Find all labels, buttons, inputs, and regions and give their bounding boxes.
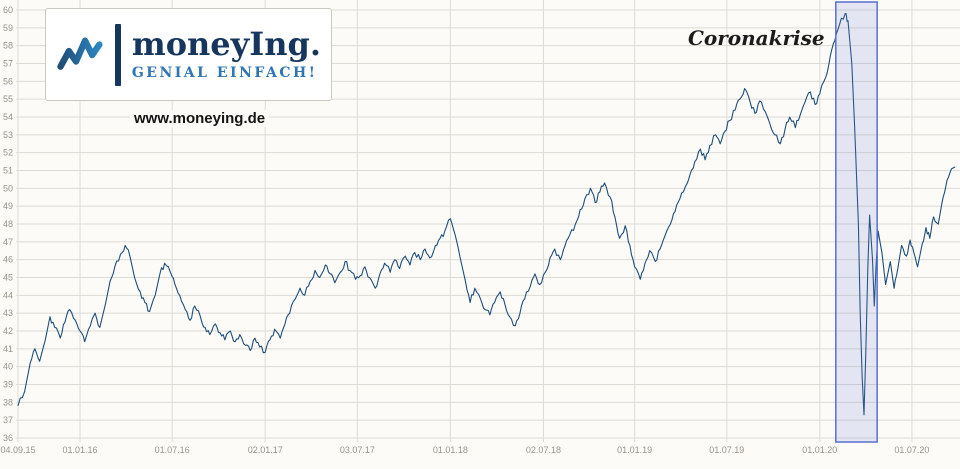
y-axis-tick-label: 55	[3, 94, 13, 104]
price-line	[17, 13, 956, 416]
x-axis-tick-label: 01.07.16	[155, 445, 190, 455]
x-axis-tick-label: 01.01.19	[617, 445, 652, 455]
y-axis-tick-label: 53	[3, 130, 13, 140]
logo-tagline: GENIAL EINFACH!	[131, 65, 318, 82]
x-axis-tick-label: 01.01.20	[802, 445, 837, 455]
y-axis-tick-label: 54	[3, 112, 13, 122]
x-axis-tick-label: 01.07.20	[894, 445, 929, 455]
y-axis-tick-label: 37	[3, 415, 13, 425]
y-axis-tick-label: 60	[3, 5, 13, 15]
y-axis-tick-label: 59	[3, 23, 13, 33]
y-axis-tick-label: 44	[3, 290, 13, 300]
y-axis-tick-label: 43	[3, 308, 13, 318]
website-url: www.moneying.de	[130, 110, 270, 127]
y-axis-tick-label: 47	[3, 237, 13, 247]
y-axis-tick-label: 46	[3, 255, 13, 265]
logo-card: moneyIng. GENIAL EINFACH!	[45, 8, 332, 101]
x-axis-tick-label: 04.09.15	[0, 445, 35, 455]
y-axis-tick-label: 57	[3, 59, 13, 69]
x-axis-tick-label: 02.01.17	[248, 445, 283, 455]
moneying-logo-icon	[57, 37, 103, 70]
x-axis-tick-label: 01.01.16	[63, 445, 98, 455]
axis-labels: 60 59 58 57 56 55 54 53 52 51 50 49 48 47 46 45 44 43 42 41…	[0, 5, 929, 455]
coronakrise-annotation: Coronakrise	[688, 26, 825, 50]
y-axis-tick-label: 58	[3, 41, 13, 51]
x-axis-tick-label: 02.07.18	[526, 445, 561, 455]
y-axis-tick-label: 52	[3, 148, 13, 158]
y-axis-tick-label: 42	[3, 326, 13, 336]
y-axis-tick-label: 39	[3, 380, 13, 390]
y-axis-tick-label: 38	[3, 397, 13, 407]
y-axis-tick-label: 40	[3, 362, 13, 372]
x-axis-tick-label: 01.07.19	[709, 445, 744, 455]
y-axis-tick-label: 36	[3, 433, 13, 443]
y-axis-tick-label: 45	[3, 273, 13, 283]
y-axis-tick-label: 51	[3, 166, 13, 176]
y-axis-tick-label: 49	[3, 201, 13, 211]
logo-divider	[114, 23, 121, 86]
y-axis-tick-label: 48	[3, 219, 13, 229]
x-axis-tick-label: 03.07.17	[340, 445, 375, 455]
y-axis-tick-label: 56	[3, 76, 13, 86]
y-axis-tick-label: 50	[3, 183, 13, 193]
x-axis-tick-label: 01.01.18	[433, 445, 468, 455]
y-axis-tick-label: 41	[3, 344, 13, 354]
coronakrise-highlight-band	[835, 1, 878, 443]
logo-wordmark: moneyIng.	[131, 24, 321, 63]
